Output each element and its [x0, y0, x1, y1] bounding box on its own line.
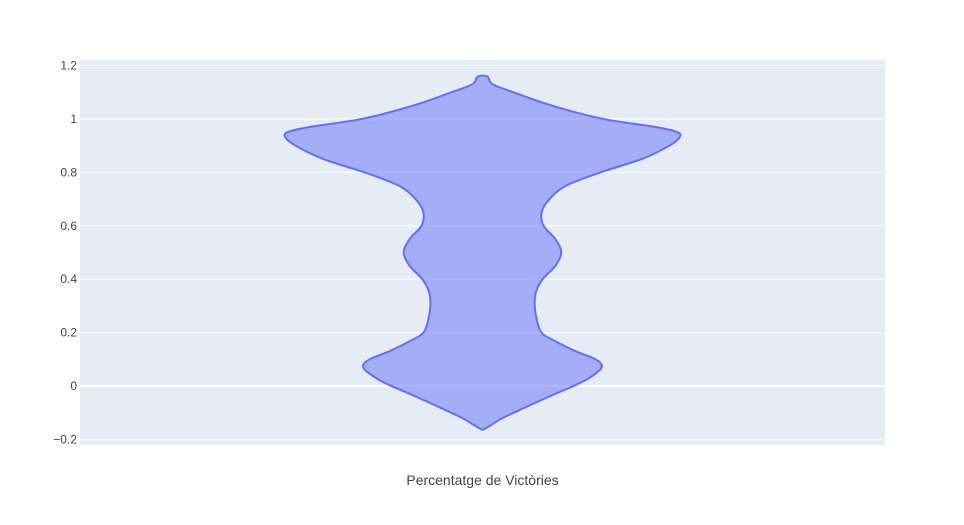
- y-tick-label: 0.6: [60, 219, 77, 233]
- violin-series: [283, 74, 682, 431]
- y-tick-label: 0.4: [60, 272, 77, 286]
- y-tick-label: −0.2: [53, 433, 77, 447]
- violin-shape[interactable]: [283, 74, 682, 431]
- y-tick-label: 1.2: [60, 58, 77, 72]
- y-tick-label: 1: [70, 112, 77, 126]
- x-axis-title: Percentatge de Victòries: [406, 472, 558, 488]
- y-tick-label: 0.2: [60, 326, 77, 340]
- y-tick-label: 0.8: [60, 165, 77, 179]
- y-axis-ticks: −0.2 0 0.2 0.4 0.6 0.8 1 1.2: [53, 58, 77, 446]
- y-tick-label: 0: [70, 379, 77, 393]
